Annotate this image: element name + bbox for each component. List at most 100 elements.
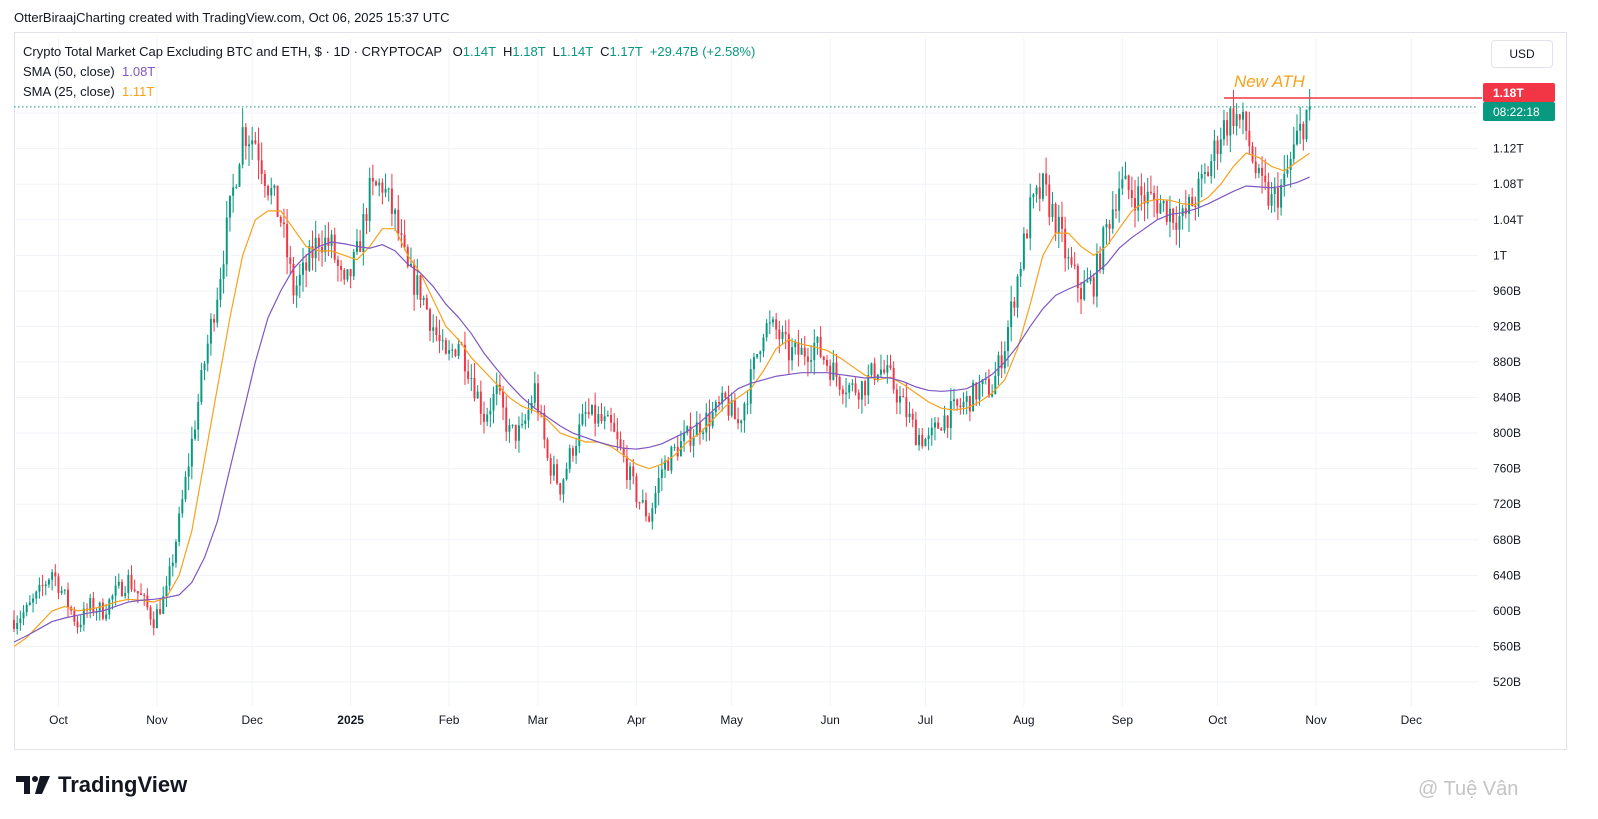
candle-body	[467, 371, 470, 379]
countdown-badge-bg	[1483, 102, 1555, 121]
candle-body	[670, 447, 673, 471]
candle-body	[352, 251, 355, 277]
candle-body	[718, 401, 720, 404]
candle-body	[889, 365, 892, 368]
candle-body	[644, 500, 647, 517]
y-tick-label: 1.08T	[1493, 177, 1524, 191]
candle-body	[400, 233, 403, 235]
candle-body	[1092, 277, 1095, 297]
candle-body	[1175, 222, 1178, 230]
candle-body	[327, 237, 330, 247]
candle-body	[632, 466, 635, 477]
candle-body	[1083, 282, 1086, 300]
candle-body	[425, 298, 428, 310]
candle-body	[1254, 161, 1257, 174]
candle-body	[1203, 171, 1206, 174]
candle-body	[600, 414, 603, 422]
sma50-label: SMA (50, close)	[23, 64, 115, 79]
candle-body	[1302, 123, 1305, 140]
y-tick-label: 1.04T	[1493, 213, 1524, 227]
candle-body	[524, 420, 527, 424]
y-tick-label: 920B	[1493, 319, 1521, 333]
candle-body	[1130, 190, 1133, 199]
candle-body	[206, 343, 209, 364]
candle-body	[143, 594, 146, 596]
candle-body	[47, 579, 50, 585]
candle-body	[686, 426, 689, 433]
candle-body	[610, 415, 613, 423]
candle-body	[590, 404, 593, 415]
legend-sma50-row[interactable]: SMA (50, close) 1.08T	[23, 62, 755, 82]
candle-body	[1070, 257, 1073, 265]
candle-body	[657, 478, 660, 494]
candle-body	[190, 438, 193, 467]
candle-body	[127, 574, 130, 593]
candle-body	[273, 185, 276, 189]
candle-body	[409, 263, 412, 267]
candle-body	[835, 362, 838, 377]
candle-body	[413, 263, 416, 295]
candle-body	[975, 382, 978, 400]
candle-body	[89, 598, 92, 611]
candle-body	[584, 412, 587, 414]
candle-body	[432, 327, 435, 331]
candle-body	[1124, 175, 1127, 180]
candle-body	[543, 413, 546, 440]
candle-body	[838, 376, 841, 390]
candle-body	[733, 400, 736, 420]
candle-body	[241, 127, 244, 165]
candle-body	[714, 401, 717, 413]
candle-body	[1283, 173, 1286, 185]
candle-body	[1197, 178, 1200, 207]
candle-body	[286, 224, 289, 258]
candle-body	[698, 422, 701, 434]
candle-body	[810, 360, 813, 362]
candle-body	[470, 377, 473, 379]
symbol-title[interactable]: Crypto Total Market Cap Excluding BTC an…	[23, 44, 442, 59]
candle-body	[184, 476, 187, 500]
candle-body	[765, 323, 768, 338]
tradingview-logo-icon	[16, 776, 50, 794]
candle-body	[1188, 196, 1190, 214]
candle-body	[1032, 194, 1035, 198]
candle-body	[641, 500, 644, 503]
candle-body	[1003, 351, 1006, 369]
candle-body	[375, 181, 378, 186]
candle-body	[82, 608, 85, 625]
candle-body	[1178, 216, 1181, 230]
current-price-badge: 1.18T	[1483, 83, 1555, 102]
low-value: 1.14T	[559, 44, 593, 59]
candle-body	[1296, 130, 1298, 145]
candle-body	[76, 621, 79, 628]
candle-body	[1270, 193, 1273, 206]
candle-body	[295, 285, 298, 296]
candle-body	[1273, 187, 1276, 194]
low-label: L	[552, 44, 560, 59]
change-value: +29.47B (+2.58%)	[649, 44, 756, 59]
candle-body	[575, 446, 578, 456]
y-axis: 1.16T1.12T1.08T1.04T1T960B920B880B840B80…	[1493, 106, 1524, 689]
open-value: 1.14T	[462, 44, 496, 59]
candle-body	[1010, 301, 1013, 328]
candle-body	[1219, 139, 1222, 155]
candle-body	[1121, 179, 1124, 189]
candle-body	[1073, 264, 1076, 266]
candle-body	[1286, 169, 1289, 174]
candle-body	[225, 217, 228, 265]
candle-body	[619, 439, 622, 448]
candle-body	[254, 140, 257, 144]
chart-frame[interactable]	[14, 32, 1567, 750]
candle-body	[1242, 111, 1244, 120]
legend-sma25-row[interactable]: SMA (25, close) 1.11T	[23, 82, 755, 102]
currency-selector[interactable]: USD	[1491, 40, 1553, 68]
candle-body	[692, 436, 695, 446]
candle-body	[1267, 181, 1270, 206]
candle-body	[1137, 186, 1140, 211]
candle-body	[987, 378, 990, 397]
tradingview-brand[interactable]: TradingView	[16, 772, 187, 798]
candle-body	[959, 405, 962, 408]
candle-body	[1264, 175, 1267, 182]
candle-body	[791, 347, 794, 361]
candle-body	[806, 356, 809, 362]
